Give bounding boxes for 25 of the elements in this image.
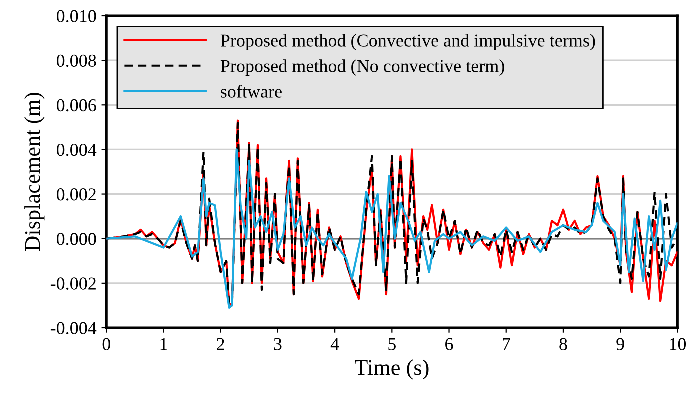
line-series xyxy=(106,148,678,309)
y-tick-label: 0.010 xyxy=(56,10,96,23)
y-axis-title: Displacement (m) xyxy=(24,93,45,252)
x-tick-label: 5 xyxy=(388,338,396,350)
x-tick-label: 1 xyxy=(160,338,168,350)
y-tick-label: 0.006 xyxy=(56,99,96,112)
y-tick-label: -0.002 xyxy=(50,278,96,290)
y-tick-label: -0.004 xyxy=(50,322,97,335)
x-tick-label: 0 xyxy=(102,338,110,350)
x-tick-label: 8 xyxy=(560,338,568,350)
x-tick-label: 2 xyxy=(217,338,224,350)
x-tick-label: 9 xyxy=(616,338,624,350)
x-tick-label: 10 xyxy=(670,338,686,350)
y-tick-label: 0.008 xyxy=(56,54,96,68)
x-axis-title: Time (s) xyxy=(355,360,429,380)
x-tick-label: 7 xyxy=(503,338,510,350)
y-tick-label: 0.004 xyxy=(56,144,97,156)
x-tick-label: 6 xyxy=(446,338,454,350)
x-tick-label: 3 xyxy=(274,338,282,350)
x-tick-label: 4 xyxy=(330,338,340,350)
legend-label: Proposed method (Convective and impulsive terms) xyxy=(220,34,596,51)
y-tick-label: 0.002 xyxy=(56,188,96,201)
legend-label: Proposed method (No convective term) xyxy=(220,60,504,76)
legend-label: software xyxy=(221,85,282,98)
y-tick-label: 0.000 xyxy=(56,233,96,246)
